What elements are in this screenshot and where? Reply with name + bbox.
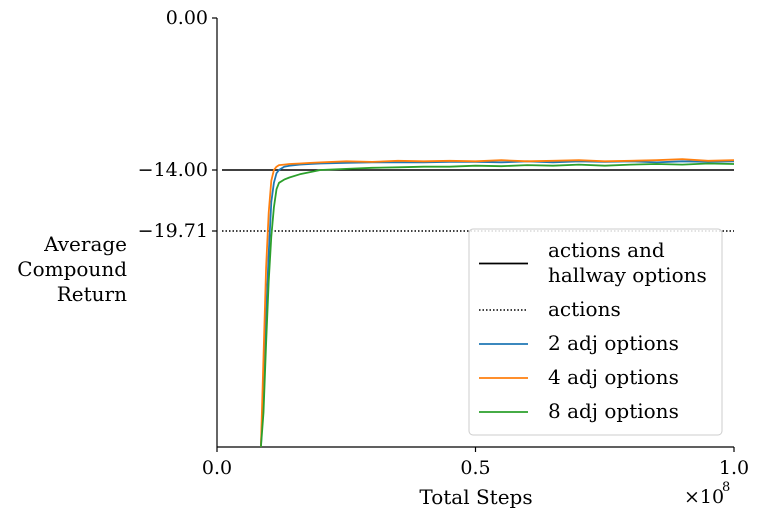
y-tick-label-1: 0.00 [166, 7, 208, 29]
x-ticks: 0.0 0.5 1.0 [202, 447, 749, 479]
y-tick-label-3: −19.71 [138, 220, 208, 242]
x-multiplier-base: ×10 [684, 486, 724, 508]
x-axis-label: Total Steps [419, 485, 532, 509]
plot-area: 0.00 −14.00 −19.71 0.0 0.5 1.0 [138, 7, 749, 479]
x-tick-label-2: 0.5 [460, 457, 490, 479]
reference-lines [222, 169, 734, 232]
y-ticks: 0.00 −14.00 −19.71 [138, 7, 217, 242]
legend-frame [468, 228, 723, 436]
legend-label-1-line-2: hallway options [548, 263, 707, 287]
x-axis-multiplier: ×10 8 [684, 480, 730, 508]
x-tick-label-3: 1.0 [719, 457, 749, 479]
y-axis-label: Average Compound Return [17, 232, 127, 306]
x-multiplier-exponent: 8 [722, 480, 730, 495]
legend-label-2: actions [548, 297, 621, 321]
series-line-3 [260, 162, 735, 448]
legend-label-1-line-1: actions and [548, 238, 665, 262]
legend-label-4: 4 adj options [548, 365, 679, 389]
y-tick-label-2: −14.00 [138, 159, 208, 181]
legend-label-3: 2 adj options [548, 331, 679, 355]
y-axis-label-line-2: Compound [17, 257, 127, 281]
legend-label-5: 8 adj options [548, 399, 679, 423]
y-axis-label-line-3: Return [57, 282, 127, 306]
x-tick-label-1: 0.0 [202, 457, 232, 479]
series-lines [260, 158, 735, 448]
y-axis-label-line-1: Average [43, 232, 127, 256]
series-line-2 [260, 158, 735, 448]
